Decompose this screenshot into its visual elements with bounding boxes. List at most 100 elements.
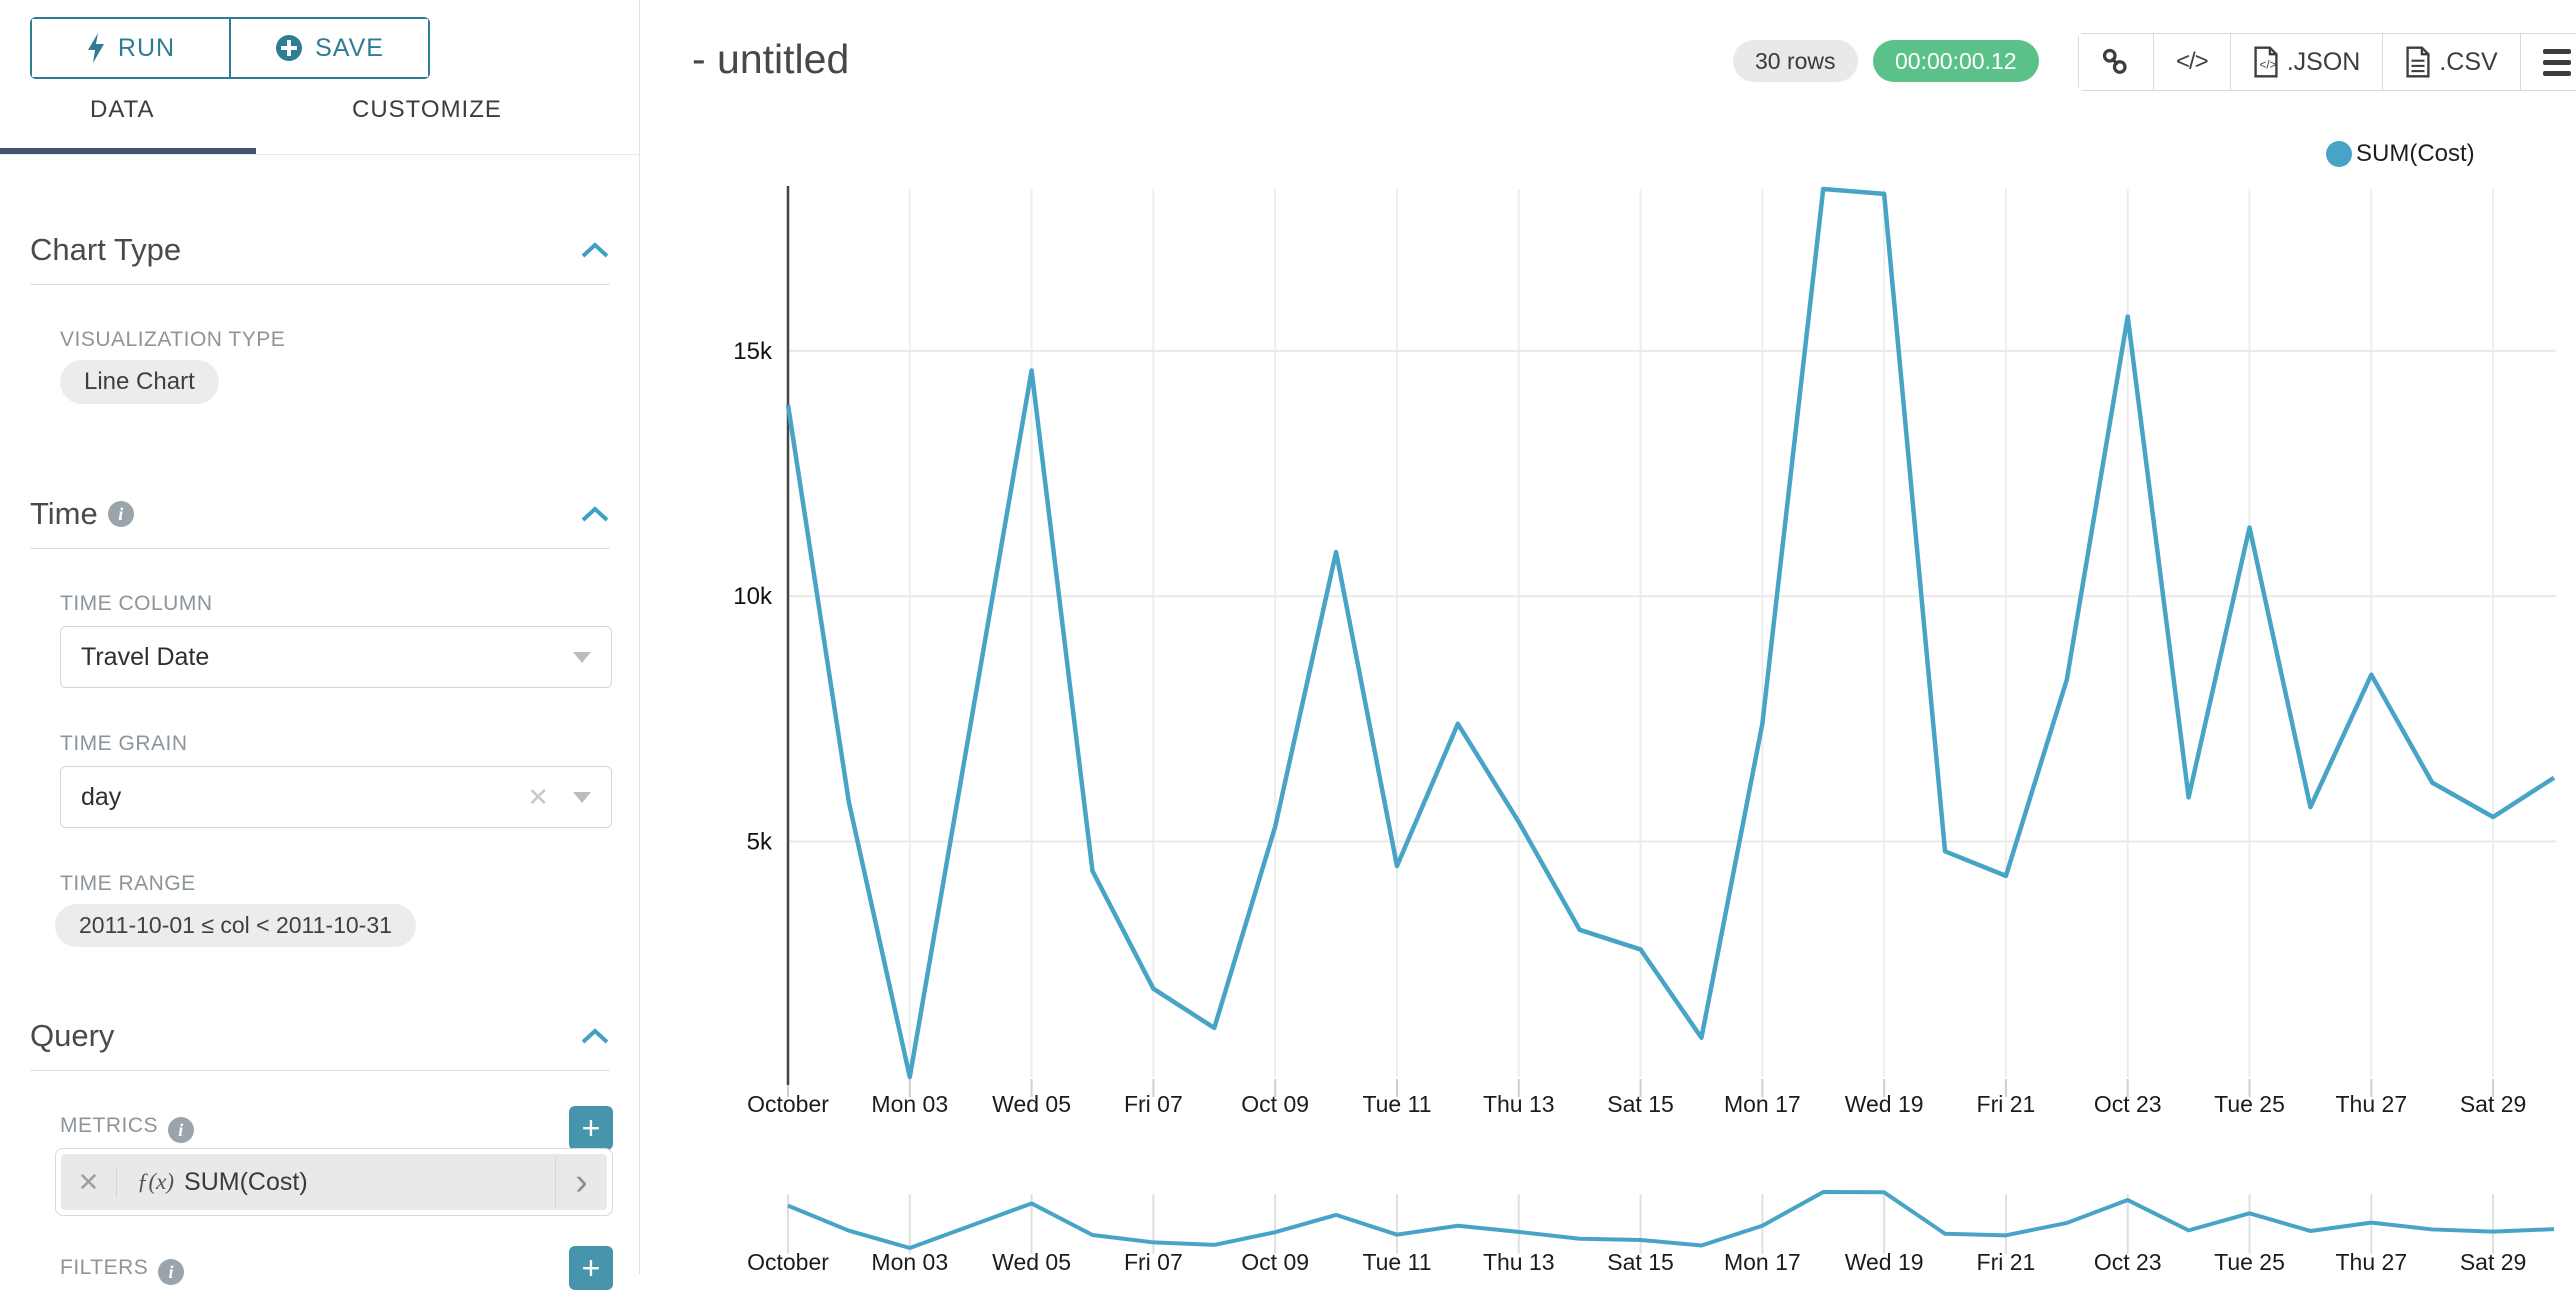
mini-x-axis-label: Wed 05: [992, 1249, 1071, 1274]
embed-code-button[interactable]: </>: [2154, 34, 2231, 90]
clear-icon[interactable]: ✕: [527, 781, 549, 812]
code-icon: </>: [2176, 48, 2209, 75]
x-axis-label: Fri 21: [1977, 1091, 2036, 1117]
mini-x-axis-label: Mon 17: [1724, 1249, 1801, 1274]
export-csv-label: .CSV: [2439, 47, 2498, 76]
tabs-divider: [0, 154, 640, 155]
x-axis-label: Sat 15: [1607, 1091, 1674, 1117]
viz-type-label: VISUALIZATION TYPE: [60, 328, 286, 351]
chevron-up-icon[interactable]: [580, 241, 610, 259]
svg-text:</>: </>: [2259, 59, 2276, 72]
mini-x-axis-label: October: [747, 1249, 829, 1274]
time-range-pill[interactable]: 2011-10-01 ≤ col < 2011-10-31: [55, 904, 416, 947]
time-column-label: TIME COLUMN: [60, 592, 213, 615]
mini-x-axis-label: Thu 13: [1483, 1249, 1555, 1274]
info-icon: i: [168, 1117, 194, 1143]
add-metric-button[interactable]: +: [569, 1106, 613, 1150]
run-button-label: RUN: [117, 33, 176, 62]
x-axis-label: Tue 11: [1362, 1091, 1431, 1117]
series-line: [785, 186, 2556, 1080]
save-button-label: SAVE: [315, 33, 384, 62]
link-icon: [2102, 48, 2127, 74]
hamburger-icon: [2542, 48, 2571, 76]
sidebar: RUN SAVE DATA CUSTOMIZE Chart Type VISUA…: [0, 0, 640, 1290]
chevron-down-icon: [573, 651, 591, 663]
section-divider: [30, 1070, 610, 1071]
x-axis-label: Thu 13: [1483, 1091, 1555, 1117]
mini-x-axis-label: Wed 19: [1845, 1249, 1924, 1274]
sidebar-tabs: DATA CUSTOMIZE: [0, 96, 640, 156]
x-axis-label: Oct 09: [1241, 1091, 1309, 1117]
tab-customize[interactable]: CUSTOMIZE: [352, 96, 502, 123]
time-section-header[interactable]: Time i: [30, 496, 610, 532]
x-axis-label: Wed 19: [1845, 1091, 1924, 1117]
chart-type-section-header[interactable]: Chart Type: [30, 232, 610, 268]
chart-legend[interactable]: SUM(Cost): [2326, 140, 2475, 168]
legend-series-dot: [2326, 141, 2352, 167]
tab-data[interactable]: DATA: [90, 96, 155, 123]
x-axis-label: Mon 03: [871, 1091, 948, 1117]
active-tab-underline: [0, 148, 256, 155]
time-column-select[interactable]: Travel Date: [60, 626, 612, 688]
time-grain-value: day: [81, 782, 122, 811]
metric-chip-container: ✕ ƒ(x) SUM(Cost) ›: [55, 1148, 613, 1216]
metric-chip[interactable]: ✕ ƒ(x) SUM(Cost) ›: [61, 1154, 607, 1210]
section-divider: [30, 548, 610, 549]
mini-x-axis-label: Thu 27: [2336, 1249, 2408, 1274]
file-code-icon: </>: [2254, 46, 2278, 78]
mini-x-axis-label: Tue 25: [2214, 1249, 2285, 1274]
save-button[interactable]: SAVE: [231, 19, 428, 77]
mini-x-axis-label: Fri 21: [1977, 1249, 2036, 1274]
time-grain-select[interactable]: day ✕: [60, 766, 612, 828]
x-axis-label: Wed 05: [992, 1091, 1071, 1117]
chart-title[interactable]: - untitled: [692, 36, 850, 82]
run-button[interactable]: RUN: [32, 19, 231, 77]
row-count-badge: 30 rows: [1733, 40, 1858, 82]
export-csv-button[interactable]: .CSV: [2383, 34, 2521, 90]
x-axis-label: Thu 27: [2336, 1091, 2408, 1117]
export-json-button[interactable]: </> .JSON: [2230, 34, 2384, 90]
metrics-label-text: METRICS: [60, 1114, 158, 1137]
file-text-icon: [2406, 46, 2430, 78]
x-axis-label: Oct 23: [2094, 1091, 2162, 1117]
chevron-up-icon[interactable]: [580, 505, 610, 523]
mini-x-axis-label: Sat 15: [1607, 1249, 1674, 1274]
time-grain-label: TIME GRAIN: [60, 732, 188, 755]
mini-x-axis-label: Mon 03: [871, 1249, 948, 1274]
query-title: Query: [30, 1018, 115, 1053]
y-axis-label: 15k: [733, 338, 773, 365]
export-json-label: .JSON: [2286, 47, 2361, 76]
mini-x-axis-label: Fri 07: [1124, 1249, 1183, 1274]
info-icon: i: [107, 501, 134, 527]
filters-label-text: FILTERS: [60, 1256, 149, 1279]
plus-circle-icon: [276, 35, 303, 61]
export-toolbar: </> </> .JSON .CSV: [2078, 33, 2576, 91]
chevron-down-icon: [573, 791, 591, 803]
x-axis-label: October: [747, 1091, 829, 1117]
mini-series-line[interactable]: [787, 1190, 2555, 1250]
section-divider: [30, 284, 610, 285]
function-icon: ƒ(x): [137, 1169, 175, 1194]
query-timer-badge: 00:00:00.12: [1873, 40, 2039, 82]
remove-metric-icon[interactable]: ✕: [61, 1166, 117, 1198]
run-save-button-group: RUN SAVE: [30, 17, 430, 79]
time-title: Time: [30, 496, 98, 531]
y-axis-label: 5k: [747, 829, 773, 856]
mini-x-axis-label: Sat 29: [2460, 1249, 2527, 1274]
x-axis-label: Sat 29: [2460, 1091, 2527, 1117]
y-axis-label: 10k: [733, 583, 773, 610]
query-section-header[interactable]: Query: [30, 1018, 610, 1054]
mini-x-axis-label: Oct 09: [1241, 1249, 1309, 1274]
mini-x-axis-label: Tue 11: [1362, 1249, 1431, 1274]
viz-type-pill[interactable]: Line Chart: [60, 360, 219, 404]
time-column-value: Travel Date: [81, 642, 210, 671]
share-link-button[interactable]: [2079, 34, 2154, 90]
chevron-right-icon[interactable]: ›: [555, 1156, 607, 1208]
chart-type-title: Chart Type: [30, 232, 182, 267]
time-range-label: TIME RANGE: [60, 872, 196, 895]
mini-x-axis-label: Oct 23: [2094, 1249, 2162, 1274]
legend-series-label: SUM(Cost): [2356, 140, 2475, 167]
menu-button[interactable]: [2520, 34, 2576, 90]
lightning-icon: [87, 33, 104, 63]
chevron-up-icon[interactable]: [580, 1027, 610, 1045]
